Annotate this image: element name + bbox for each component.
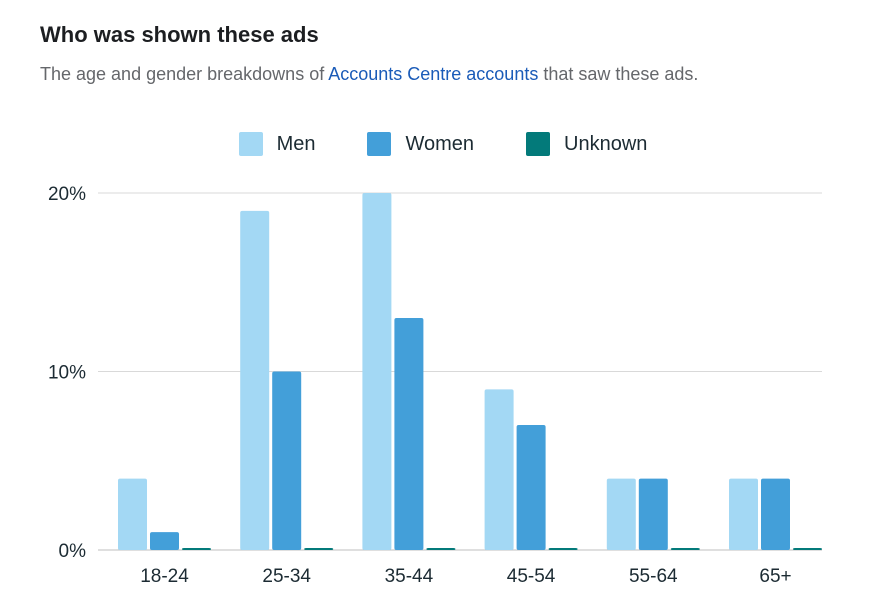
x-tick-label: 55-64 <box>629 566 678 587</box>
bar-women-55-64[interactable] <box>638 478 668 550</box>
bar-men-65+[interactable] <box>729 478 758 550</box>
legend-item-men: Men <box>238 132 316 156</box>
bar-women-45-54[interactable] <box>516 425 546 550</box>
legend-swatch-men <box>238 132 263 156</box>
bar-unknown-25-34[interactable] <box>304 548 334 550</box>
legend-swatch-unknown <box>526 132 551 156</box>
legend-item-women: Women <box>367 132 474 156</box>
x-tick-label: 45-54 <box>507 566 556 587</box>
chart-title: Who was shown these ads <box>40 22 319 47</box>
bar-unknown-55-64[interactable] <box>670 548 700 550</box>
chart-legend: Men Women Unknown <box>0 132 886 156</box>
bar-women-25-34[interactable] <box>272 371 302 551</box>
bar-women-18-24[interactable] <box>150 532 179 550</box>
bar-unknown-65+[interactable] <box>793 548 822 550</box>
legend-item-unknown: Unknown <box>526 132 647 156</box>
bar-unknown-45-54[interactable] <box>548 548 578 550</box>
accounts-centre-link[interactable]: Accounts Centre accounts <box>328 64 539 84</box>
bar-unknown-18-24[interactable] <box>182 548 211 550</box>
subtitle-text-after: that saw these ads. <box>538 64 699 84</box>
bar-unknown-35-44[interactable] <box>426 548 456 550</box>
subtitle-text-before: The age and gender breakdowns of <box>40 64 329 84</box>
x-tick-label: 65+ <box>759 566 791 587</box>
bar-men-35-44[interactable] <box>362 193 392 550</box>
bar-men-18-24[interactable] <box>118 478 147 550</box>
y-tick-label: 20% <box>48 184 86 205</box>
bar-women-65+[interactable] <box>761 478 790 550</box>
x-tick-label: 25-34 <box>262 566 311 587</box>
legend-swatch-women <box>367 132 392 156</box>
legend-label-women: Women <box>405 132 475 155</box>
y-tick-label: 10% <box>48 363 86 384</box>
x-tick-label: 35-44 <box>385 566 434 587</box>
bar-men-45-54[interactable] <box>484 389 514 550</box>
chart-subtitle: The age and gender breakdowns of Account… <box>40 64 698 85</box>
bar-men-25-34[interactable] <box>240 210 270 550</box>
y-tick-label: 0% <box>59 541 87 562</box>
legend-label-men: Men <box>276 132 316 155</box>
x-tick-label: 18-24 <box>140 566 189 587</box>
bar-women-35-44[interactable] <box>394 317 424 550</box>
bar-men-55-64[interactable] <box>606 478 636 550</box>
legend-label-unknown: Unknown <box>564 132 648 155</box>
